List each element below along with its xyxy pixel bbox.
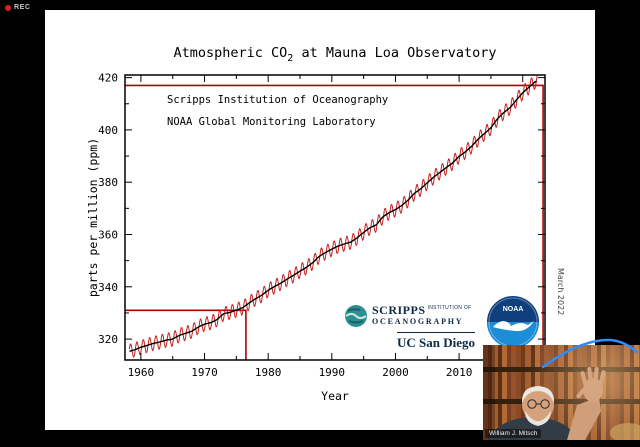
ucsd-logo: UC San Diego xyxy=(397,332,476,351)
presenter-hand xyxy=(576,367,606,402)
svg-text:Atmospheric CO2 at Mauna Loa O: Atmospheric CO2 at Mauna Loa Observatory xyxy=(173,45,496,64)
presenter-scene xyxy=(483,345,640,440)
scripps-logo: SCRIPPS INSTITUTION OF OCEANOGRAPHY xyxy=(344,304,471,328)
svg-text:380: 380 xyxy=(98,176,118,189)
svg-text:420: 420 xyxy=(98,72,118,85)
svg-text:2000: 2000 xyxy=(382,366,409,379)
co2-trend-line xyxy=(129,80,537,352)
participant-name-label: William J. Mitsch xyxy=(485,429,542,438)
recording-dot-icon xyxy=(5,4,11,11)
presenter-beard xyxy=(525,411,551,426)
svg-text:320: 320 xyxy=(98,333,118,346)
presenter xyxy=(488,367,606,440)
svg-text:360: 360 xyxy=(98,228,118,241)
chart-axes: 320 340 360 380 400 420 1960 1970 1980 1990 2000 20… xyxy=(98,72,546,379)
presenter-arm xyxy=(567,397,601,440)
noaa-seagull-icon xyxy=(493,321,534,332)
noaa-logo: NOAA xyxy=(487,296,539,348)
svg-text:1970: 1970 xyxy=(191,366,218,379)
svg-text:Year: Year xyxy=(321,389,349,403)
presenter-face xyxy=(522,389,554,421)
presenter-hair xyxy=(521,386,555,403)
scripps-oceanography: OCEANOGRAPHY xyxy=(372,317,464,326)
svg-text:2010: 2010 xyxy=(446,366,473,379)
svg-text:NOAA Global Monitoring Laborat: NOAA Global Monitoring Laboratory xyxy=(167,116,376,128)
svg-text:400: 400 xyxy=(98,124,118,137)
svg-text:parts per million (ppm): parts per million (ppm) xyxy=(86,138,100,297)
scripps-logo-text: SCRIPPS INSTITUTION OF OCEANOGRAPHY xyxy=(372,304,471,326)
presenter-glasses xyxy=(527,399,550,409)
scripps-institution-of: INSTITUTION OF xyxy=(427,305,472,311)
scripps-globe-icon xyxy=(345,305,367,327)
svg-text:March 2022: March 2022 xyxy=(556,268,565,315)
recording-indicator[interactable]: REC xyxy=(5,4,31,11)
webcam-video[interactable]: William J. Mitsch xyxy=(483,345,640,440)
svg-text:1990: 1990 xyxy=(319,366,346,379)
noaa-text: NOAA xyxy=(503,306,524,313)
svg-text:1960: 1960 xyxy=(128,366,155,379)
chart-labels: Atmospheric CO2 at Mauna Loa Observatory… xyxy=(86,45,565,403)
desk-lamp-glow xyxy=(610,423,640,440)
svg-text:1980: 1980 xyxy=(255,366,282,379)
keeling-curve-chart: 320 340 360 380 400 420 1960 1970 1980 1990 2000 20… xyxy=(86,45,565,403)
red-annotation-lines xyxy=(125,84,544,360)
co2-seasonal-line xyxy=(128,74,539,358)
svg-text:Scripps Institution of Oceanog: Scripps Institution of Oceanography xyxy=(167,94,388,106)
svg-text:340: 340 xyxy=(98,281,118,294)
recording-label: REC xyxy=(14,4,31,11)
scripps-name: SCRIPPS xyxy=(372,303,426,317)
